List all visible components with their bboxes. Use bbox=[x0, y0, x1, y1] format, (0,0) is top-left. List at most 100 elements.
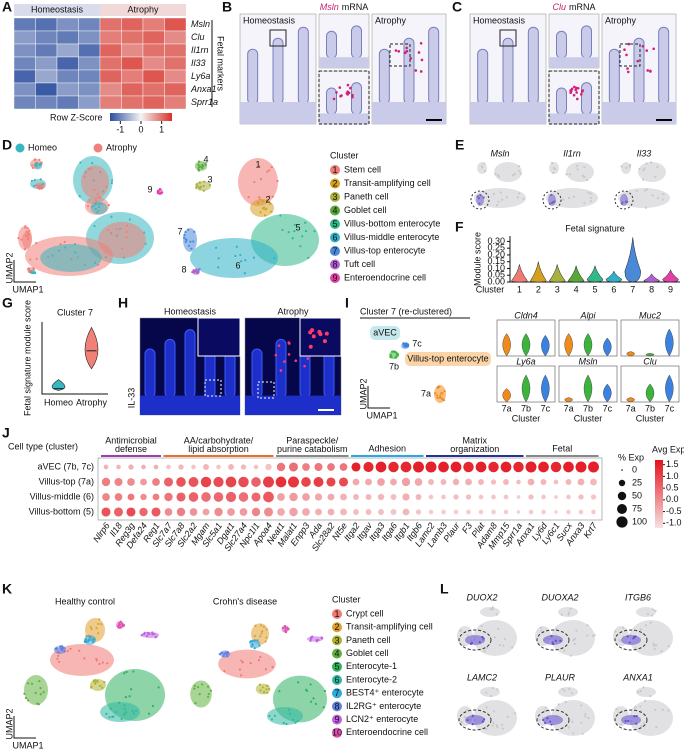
cell bbox=[494, 173, 497, 176]
cell bbox=[105, 712, 108, 715]
cell bbox=[516, 196, 519, 199]
cell bbox=[39, 187, 43, 190]
cell bbox=[644, 206, 647, 209]
cell bbox=[86, 205, 90, 208]
y-tick-label: 0.20 bbox=[487, 249, 505, 259]
cell bbox=[36, 702, 39, 705]
highlight bbox=[458, 709, 492, 731]
villus bbox=[581, 25, 592, 59]
cell bbox=[97, 622, 100, 626]
cell bbox=[314, 702, 318, 706]
cell bbox=[261, 199, 264, 203]
cell bbox=[96, 211, 99, 214]
cell bbox=[569, 654, 572, 657]
dot bbox=[590, 478, 597, 486]
dot bbox=[478, 479, 484, 485]
cell bbox=[284, 627, 287, 630]
cell bbox=[220, 651, 223, 654]
x-tick-label: 8 bbox=[649, 284, 654, 294]
cell bbox=[262, 691, 265, 694]
cell bbox=[25, 234, 28, 237]
cell bbox=[153, 632, 156, 635]
heatmap-cell bbox=[13, 43, 36, 58]
violin bbox=[662, 269, 679, 283]
cell bbox=[583, 165, 586, 169]
cell bbox=[35, 184, 38, 187]
dot bbox=[516, 510, 521, 514]
cell bbox=[118, 626, 121, 629]
cell bbox=[98, 618, 101, 621]
legend-label: 0 bbox=[632, 464, 637, 474]
cell bbox=[259, 655, 262, 659]
tissue-base bbox=[372, 102, 446, 124]
cell bbox=[57, 651, 60, 654]
cell bbox=[459, 629, 462, 632]
x-tick-label: 7 bbox=[630, 284, 635, 294]
dashed-border bbox=[548, 70, 600, 125]
dot bbox=[528, 509, 534, 515]
villus bbox=[378, 48, 390, 105]
cell-cloud bbox=[100, 702, 140, 722]
heatmap-cell bbox=[99, 95, 122, 110]
gene-title: ANXA1 bbox=[622, 672, 653, 682]
image-title: Homeostasis bbox=[164, 306, 217, 316]
legend-label: Paneth cell bbox=[344, 191, 389, 201]
dot bbox=[189, 508, 198, 516]
cell bbox=[293, 230, 296, 233]
heatmap-cell bbox=[164, 82, 187, 97]
violin bbox=[521, 374, 531, 403]
cell bbox=[191, 271, 194, 274]
cell bbox=[189, 240, 192, 243]
cell bbox=[125, 230, 128, 233]
cell bbox=[581, 174, 584, 177]
cell bbox=[200, 166, 204, 169]
heatmap-cell bbox=[164, 95, 187, 110]
cell bbox=[634, 647, 637, 650]
heatmap-cell bbox=[35, 56, 58, 71]
cell bbox=[311, 635, 314, 638]
cell bbox=[481, 720, 484, 723]
cell bbox=[304, 221, 307, 224]
cell bbox=[198, 693, 201, 696]
group-label: Paraspeckle/ bbox=[286, 435, 339, 445]
cell bbox=[517, 165, 521, 168]
y-tick-label: 0.30 bbox=[487, 236, 505, 246]
cell bbox=[276, 179, 279, 183]
cell bbox=[260, 624, 263, 627]
legend-label: -1.0 bbox=[666, 518, 682, 528]
cell bbox=[99, 684, 102, 688]
dot bbox=[213, 492, 224, 502]
axis-label: UMAP2 bbox=[4, 708, 14, 739]
cell bbox=[108, 716, 111, 719]
cell bbox=[652, 642, 655, 645]
cell bbox=[29, 258, 32, 261]
cell bbox=[593, 634, 596, 637]
cell bbox=[297, 681, 300, 684]
cell-cloud bbox=[251, 623, 269, 645]
cell bbox=[38, 158, 41, 161]
cell bbox=[78, 649, 81, 652]
cell bbox=[615, 707, 618, 711]
cell bbox=[502, 644, 505, 647]
gene-title: Alpi bbox=[579, 310, 596, 320]
axis-arrow bbox=[13, 716, 36, 739]
cell-cloud bbox=[183, 228, 197, 252]
cell bbox=[286, 628, 289, 631]
cell bbox=[122, 624, 125, 628]
dot bbox=[313, 477, 324, 487]
heatmap-cell bbox=[121, 56, 144, 71]
legend-number: 7 bbox=[334, 688, 339, 698]
cell bbox=[296, 720, 299, 723]
violin bbox=[511, 264, 528, 283]
gene-title: Msln bbox=[578, 356, 597, 366]
cell bbox=[569, 173, 572, 176]
heatmap-cell bbox=[56, 17, 79, 32]
heatmap-cell bbox=[99, 43, 122, 58]
cell bbox=[89, 636, 92, 639]
cell bbox=[646, 613, 650, 616]
cell bbox=[644, 624, 648, 627]
cell bbox=[120, 717, 123, 721]
cell bbox=[392, 350, 395, 353]
violin bbox=[564, 397, 573, 403]
panel-label: K bbox=[2, 581, 12, 597]
